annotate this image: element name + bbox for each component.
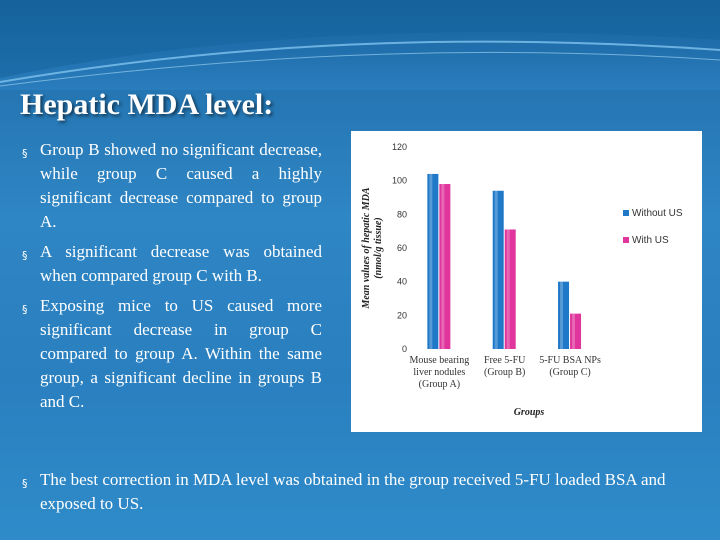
legend-swatch	[623, 237, 629, 243]
bar-highlight	[429, 173, 433, 349]
y-tick-label: 120	[392, 142, 407, 152]
bar-highlight	[572, 313, 576, 349]
x-category-label: (Group B)	[484, 367, 525, 378]
bullet-text: Exposing mice to US caused more signific…	[40, 296, 322, 411]
bullet-text: A significant decrease was obtained when…	[40, 242, 322, 285]
bullet-marker-icon: §	[22, 147, 28, 160]
bullet-text: Group B showed no significant decrease, …	[40, 140, 322, 231]
bar-without-us	[427, 173, 439, 349]
y-axis-title-line: Mean values of hepatic MDA	[361, 187, 372, 309]
bullet-item: § Group B showed no significant decrease…	[22, 138, 322, 234]
bullet-text: The best correction in MDA level was obt…	[40, 470, 666, 513]
x-category-label: (Group A)	[419, 379, 460, 390]
y-tick-label: 100	[392, 176, 407, 186]
bottom-bullet-list: § The best correction in MDA level was o…	[22, 468, 682, 516]
slide-title: Hepatic MDA level:	[20, 88, 274, 121]
x-axis-title: Groups	[514, 407, 545, 418]
bar-with-us	[504, 229, 516, 349]
bullet-list: § Group B showed no significant decrease…	[22, 138, 322, 420]
legend-label: Without US	[632, 208, 683, 219]
mda-bar-chart: 0 20 40 60 80 100 120 Mean values of hepatic MD…	[351, 131, 702, 432]
x-category-label: 5-FU BSA NPs	[539, 355, 601, 366]
chart-canvas: 0 20 40 60 80 100 120 Mean values of hepatic MD…	[361, 142, 683, 418]
bar-highlight	[441, 184, 445, 349]
bar-without-us	[492, 190, 504, 349]
x-category-label: Free 5-FU	[484, 355, 526, 366]
bar-without-us	[558, 281, 570, 349]
legend-swatch	[623, 210, 629, 216]
bullet-marker-icon: §	[22, 477, 28, 490]
y-axis-title-line: (nmol/g tissue)	[373, 217, 384, 278]
bullet-marker-icon: §	[22, 249, 28, 262]
y-tick-label: 60	[397, 243, 407, 253]
y-tick-label: 20	[397, 310, 407, 320]
bar-highlight	[494, 190, 498, 349]
bullet-item: § The best correction in MDA level was o…	[22, 468, 682, 516]
bar-with-us	[439, 184, 451, 349]
bar-with-us	[570, 313, 582, 349]
y-tick-label: 0	[402, 344, 407, 354]
legend-label: With US	[632, 235, 669, 246]
y-tick-label: 40	[397, 277, 407, 287]
y-tick-label: 80	[397, 209, 407, 219]
x-category-label: liver nodules	[413, 367, 465, 378]
header-swoosh-decoration	[0, 0, 720, 87]
bar-highlight	[560, 281, 564, 349]
x-category-label: (Group C)	[549, 367, 590, 378]
x-category-label: Mouse bearing	[410, 355, 470, 366]
bullet-item: § Exposing mice to US caused more signif…	[22, 294, 322, 414]
bar-highlight	[506, 229, 510, 349]
y-axis-title: Mean values of hepatic MDA(nmol/g tissue…	[361, 187, 384, 309]
bullet-marker-icon: §	[22, 303, 28, 316]
bullet-item: § A significant decrease was obtained wh…	[22, 240, 322, 288]
